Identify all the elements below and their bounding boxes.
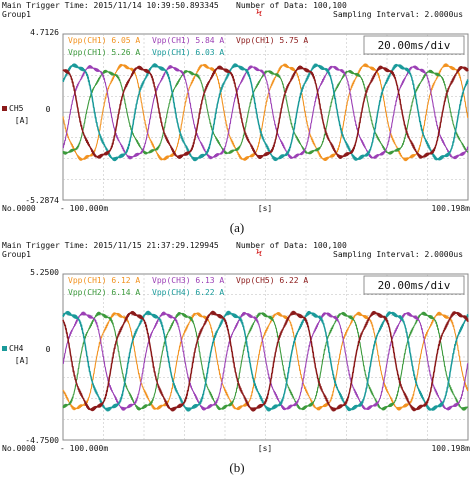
waveform-ch4 (62, 310, 469, 412)
waveform-ch4 (62, 63, 469, 162)
vpp-readout-ch2: Vpp(CH1) 5.26 A (68, 48, 140, 57)
waveform-ch3 (62, 311, 469, 411)
sample-number-label: No.0000 (2, 204, 36, 213)
waveform-ch5 (62, 310, 469, 412)
x-unit-label: [s] (258, 204, 272, 213)
vpp-readout-ch1: Vpp(CH1) 6.05 A (68, 36, 140, 45)
vpp-readout-ch1: Vpp(CH1) 6.12 A (68, 276, 140, 285)
vpp-readout-ch5: Vpp(CH5) 6.22 A (236, 276, 308, 285)
vpp-readout-ch5: Vpp(CH1) 5.75 A (236, 36, 308, 45)
vpp-readout-ch2: Vpp(CH2) 6.14 A (68, 288, 140, 297)
trigger-marker-icon: Ϟ (256, 248, 263, 259)
caption-a: (a) (229, 220, 245, 235)
zero-label: 0 (46, 105, 51, 114)
x-unit-label: [s] (258, 444, 272, 453)
sampling-interval-label: Sampling Interval: 2.0000us (333, 10, 464, 19)
vpp-readouts: Vpp(CH1) 6.05 A Vpp(CH1) 5.84 A Vpp(CH1) 5… (68, 36, 308, 57)
sampling-interval-label: Sampling Interval: 2.0000us (333, 250, 464, 259)
waveform-ch1 (62, 311, 469, 411)
channel-marker-icon (2, 346, 7, 351)
unit-label: [A] (15, 116, 29, 125)
vpp-readout-ch4: Vpp(CH1) 6.03 A (152, 48, 224, 57)
channel-label: CH5 (9, 104, 24, 113)
waveform-ch2 (62, 69, 469, 155)
y-bottom-label: -5.2874 (25, 196, 59, 205)
zero-label: 0 (46, 345, 51, 354)
grid-lines (63, 34, 468, 200)
y-top-label: 5.2500 (30, 268, 59, 277)
unit-label: [A] (15, 356, 29, 365)
trigger-time-label: Main Trigger Time: 2015/11/15 21:37:29.1… (2, 241, 219, 250)
waveform-ch1 (62, 63, 469, 162)
x-left-label: - 100.000m (60, 204, 108, 213)
vpp-readouts: Vpp(CH1) 6.12 A Vpp(CH3) 6.13 A Vpp(CH5) 6… (68, 276, 308, 297)
x-right-label: 100.198m (431, 204, 470, 213)
data-count-label: Number of Data: 100,100 (236, 1, 347, 10)
scope-panel-b: Main Trigger Time: 2015/11/15 21:37:29.1… (0, 240, 474, 480)
x-left-label: - 100.000m (60, 444, 108, 453)
vpp-readout-ch4: Vpp(CH4) 6.22 A (152, 288, 224, 297)
waveform-ch2 (62, 311, 469, 411)
timebase-box (363, 275, 465, 295)
waveform-ch3 (62, 64, 469, 160)
trigger-time-label: Main Trigger Time: 2015/11/14 10:39:50.8… (2, 1, 219, 10)
timebase-label: 20.00ms/div (378, 279, 451, 292)
scope-plot-a: 20.00ms/div Vpp(CH1) 6.05 A Vpp(CH1) 5.84… (2, 28, 470, 213)
group-label: Group1 (2, 250, 31, 259)
waveforms (62, 63, 469, 162)
y-top-label: 4.7126 (30, 28, 59, 37)
group-label: Group1 (2, 10, 31, 19)
timebase-box (363, 35, 465, 55)
waveforms (62, 310, 469, 412)
vpp-readout-ch3: Vpp(CH1) 5.84 A (152, 36, 224, 45)
waveform-ch5 (62, 65, 469, 160)
channel-marker-icon (2, 106, 7, 111)
scope-plot-b: 20.00ms/div Vpp(CH1) 6.12 A Vpp(CH3) 6.13… (2, 268, 470, 453)
trigger-marker-icon: Ϟ (256, 8, 263, 19)
caption-b: (b) (229, 460, 245, 475)
y-bottom-label: -4.7500 (25, 436, 59, 445)
data-count-label: Number of Data: 100,100 (236, 241, 347, 250)
timebase-label: 20.00ms/div (378, 39, 451, 52)
sample-number-label: No.0000 (2, 444, 36, 453)
x-right-label: 100.198m (431, 444, 470, 453)
channel-label: CH4 (9, 344, 24, 353)
vpp-readout-ch3: Vpp(CH3) 6.13 A (152, 276, 224, 285)
scope-panel-a: Main Trigger Time: 2015/11/14 10:39:50.8… (2, 1, 470, 235)
